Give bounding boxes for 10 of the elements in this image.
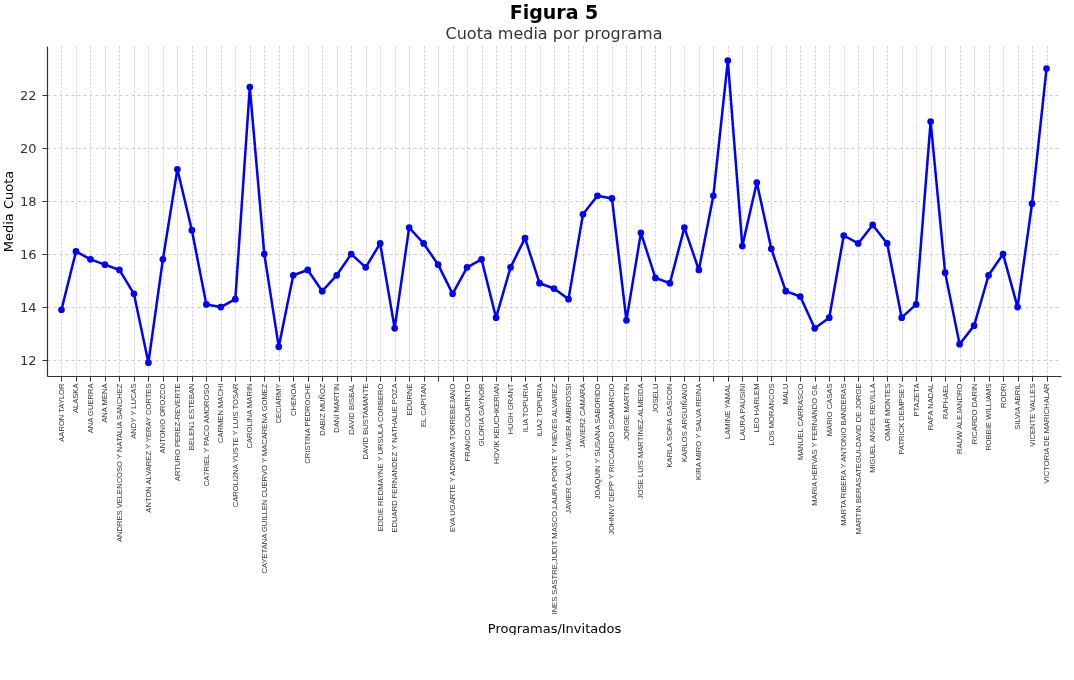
y-tick-label: 12 (19, 352, 37, 368)
chart-subtitle: Cuota media por programa (445, 24, 663, 43)
y-tick-label: 14 (19, 299, 37, 315)
y-tick-label: 18 (19, 193, 37, 209)
y-tick-label: 20 (19, 140, 37, 156)
y-tick-label: 16 (19, 246, 37, 262)
y-axis-title: Media Cuota (0, 170, 16, 253)
y-tick-label: 22 (19, 87, 37, 103)
x-axis-title: Programas/Invitados (487, 620, 622, 636)
chart-title: Figura 5 (509, 1, 599, 23)
